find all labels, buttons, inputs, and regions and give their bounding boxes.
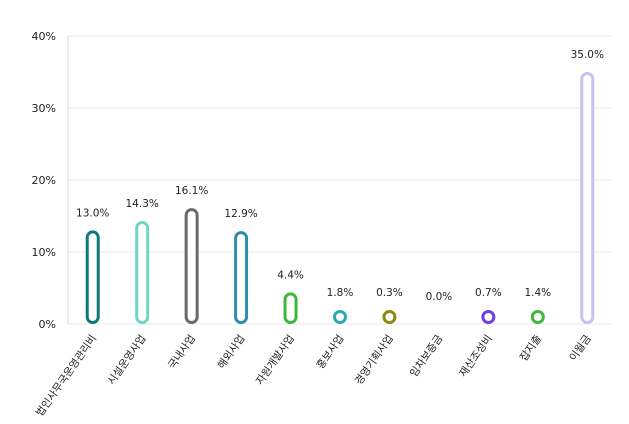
y-tick-label: 30%	[32, 102, 56, 115]
bar	[283, 292, 298, 325]
data-label: 13.0%	[76, 207, 109, 219]
x-tick-label: 홍보사업	[314, 332, 347, 371]
bar	[184, 208, 199, 324]
x-tick-label: 임차보증금	[407, 332, 446, 379]
bar	[234, 231, 249, 324]
y-tick-label: 40%	[32, 30, 56, 43]
y-axis: 0% 10% 20% 30% 40%	[32, 30, 69, 331]
x-tick-label: 재산조성비	[457, 333, 495, 379]
data-label: 16.1%	[175, 185, 208, 197]
x-tick-label: 시설운영사업	[105, 332, 149, 387]
x-tick-label: 잡지출	[518, 333, 545, 364]
x-tick-label: 법인사무국운영관리비	[34, 333, 99, 419]
bar	[333, 310, 347, 324]
bar	[481, 310, 496, 324]
data-label: 0.0%	[426, 291, 453, 303]
data-label: 14.3%	[126, 198, 159, 210]
bar	[382, 310, 397, 324]
grid-layer	[68, 35, 612, 325]
data-label: 1.8%	[327, 287, 354, 299]
bar	[135, 221, 150, 324]
bar	[580, 72, 595, 324]
data-label: 1.4%	[524, 287, 551, 299]
data-label: 0.3%	[376, 287, 403, 299]
data-label-layer: 13.0% 14.3% 16.1% 12.9% 4.4% 1.8% 0.3% 0.0% 0.7%…	[76, 49, 604, 303]
x-tick-label: 이월금	[567, 333, 594, 364]
bar	[85, 230, 100, 324]
y-tick-label: 0%	[39, 318, 56, 331]
x-tick-label: 국내사업	[165, 332, 198, 371]
data-label: 4.4%	[277, 269, 304, 281]
bar	[530, 310, 545, 324]
y-tick-label: 10%	[32, 246, 56, 259]
bar-layer	[85, 72, 595, 325]
y-tick-label: 20%	[32, 174, 56, 187]
x-tick-label: 자원개발사업	[253, 332, 297, 387]
x-tick-label: 해외사업	[215, 332, 248, 371]
x-axis: 법인사무국운영관리비 시설운영사업 국내사업 해외사업 자원개발사업 홍보사업 경영기획사업…	[34, 332, 594, 419]
data-label: 0.7%	[475, 287, 502, 299]
x-tick-label: 경영기획사업	[352, 332, 396, 387]
data-label: 12.9%	[224, 208, 257, 220]
data-label: 35.0%	[571, 49, 604, 61]
